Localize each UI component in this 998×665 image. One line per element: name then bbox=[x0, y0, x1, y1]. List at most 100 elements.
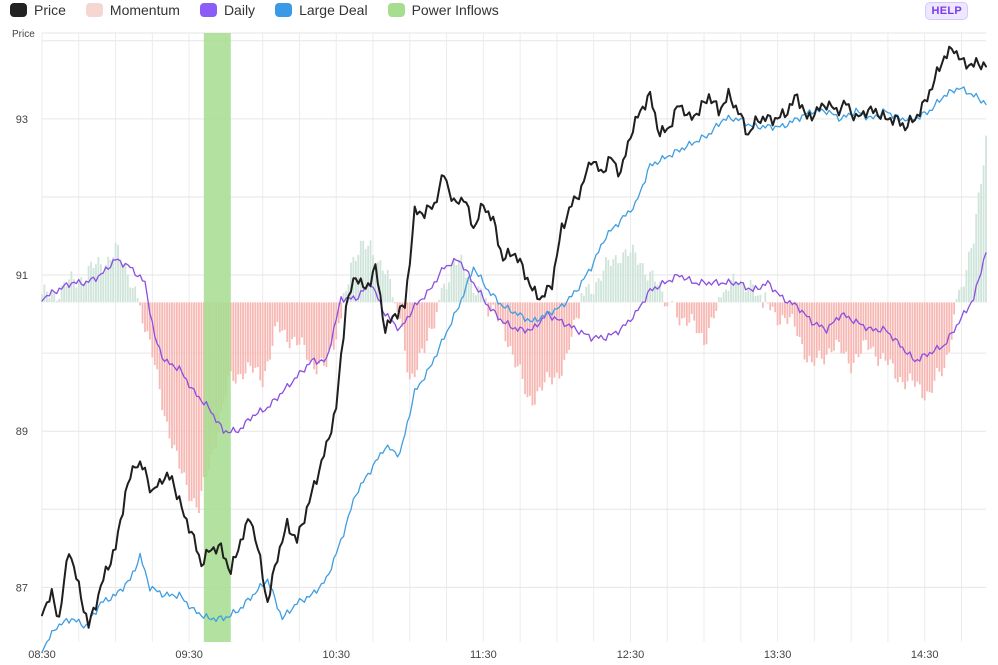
momentum-bar bbox=[742, 282, 745, 303]
momentum-bar bbox=[428, 302, 431, 328]
momentum-bar bbox=[739, 280, 742, 303]
momentum-bar bbox=[146, 302, 149, 332]
momentum-bar bbox=[747, 289, 750, 303]
momentum-bar bbox=[619, 262, 622, 303]
momentum-bar bbox=[330, 302, 333, 347]
momentum-bar bbox=[337, 302, 340, 324]
momentum-bar bbox=[727, 290, 730, 303]
momentum-bar bbox=[72, 279, 75, 303]
momentum-bar bbox=[717, 297, 720, 303]
momentum-bar bbox=[715, 302, 718, 311]
momentum-bar bbox=[251, 302, 254, 373]
momentum-bar bbox=[139, 302, 141, 306]
momentum-bars bbox=[41, 135, 987, 514]
momentum-bar bbox=[725, 289, 727, 303]
momentum-bar bbox=[122, 264, 124, 303]
momentum-bar bbox=[362, 240, 365, 303]
momentum-bar bbox=[636, 264, 639, 303]
momentum-bar bbox=[92, 268, 95, 303]
momentum-bar bbox=[408, 302, 411, 380]
momentum-bar bbox=[737, 284, 740, 303]
momentum-bar bbox=[193, 302, 195, 499]
momentum-bar bbox=[470, 279, 472, 303]
momentum-bar bbox=[401, 302, 404, 327]
momentum-bar bbox=[310, 302, 313, 361]
momentum-bar bbox=[379, 260, 382, 303]
momentum-bar bbox=[641, 263, 644, 303]
momentum-bar bbox=[585, 286, 588, 303]
momentum-bar bbox=[175, 302, 178, 451]
legend: Price Momentum Daily Large Deal Power In… bbox=[10, 2, 499, 18]
momentum-bar bbox=[509, 302, 512, 347]
momentum-bar bbox=[840, 302, 843, 354]
momentum-bar bbox=[519, 302, 522, 365]
momentum-bar bbox=[575, 302, 578, 318]
momentum-bar bbox=[406, 302, 409, 373]
momentum-bar bbox=[649, 271, 651, 303]
momentum-bar bbox=[960, 287, 963, 303]
momentum-bar bbox=[703, 302, 705, 346]
momentum-bar bbox=[303, 302, 306, 346]
momentum-bar bbox=[347, 284, 350, 303]
momentum-bar bbox=[678, 302, 681, 326]
momentum-bar bbox=[651, 270, 654, 303]
momentum-bar bbox=[605, 257, 607, 303]
momentum-bar bbox=[244, 302, 247, 374]
momentum-bar bbox=[953, 302, 956, 315]
momentum-bar bbox=[820, 302, 823, 359]
help-button[interactable]: HELP bbox=[925, 2, 968, 20]
momentum-bar bbox=[705, 302, 708, 345]
momentum-bar bbox=[163, 302, 166, 417]
legend-item-power-inflows[interactable]: Power Inflows bbox=[387, 2, 499, 18]
momentum-bar bbox=[928, 302, 931, 393]
legend-item-large-deal[interactable]: Large Deal bbox=[275, 2, 368, 18]
momentum-bar bbox=[232, 302, 235, 381]
momentum-bar bbox=[266, 302, 269, 362]
momentum-bar bbox=[597, 278, 600, 303]
momentum-bar bbox=[239, 302, 242, 374]
momentum-bar bbox=[374, 266, 377, 303]
momentum-bar bbox=[823, 302, 826, 365]
legend-item-price[interactable]: Price bbox=[10, 2, 66, 18]
momentum-bar bbox=[529, 302, 531, 396]
momentum-bar bbox=[573, 302, 575, 320]
momentum-bar bbox=[141, 302, 144, 324]
momentum-bar bbox=[627, 255, 629, 303]
momentum-bar bbox=[955, 298, 958, 303]
legend-item-momentum[interactable]: Momentum bbox=[85, 2, 180, 18]
momentum-bar bbox=[136, 298, 139, 303]
momentum-bar bbox=[367, 245, 370, 303]
x-tick-label: 08:30 bbox=[28, 649, 56, 661]
momentum-bar bbox=[556, 302, 558, 373]
momentum-bar bbox=[63, 282, 65, 303]
momentum-bar bbox=[786, 302, 789, 324]
series-line-daily bbox=[41, 252, 987, 434]
momentum-bar bbox=[276, 302, 279, 322]
momentum-bar bbox=[784, 302, 786, 318]
momentum-bar bbox=[536, 302, 539, 392]
momentum-bar bbox=[913, 302, 916, 387]
momentum-bar bbox=[389, 278, 392, 303]
momentum-bar bbox=[394, 302, 396, 304]
legend-swatch-momentum bbox=[85, 3, 103, 17]
momentum-bar bbox=[671, 300, 674, 303]
momentum-bar bbox=[845, 302, 848, 352]
momentum-bar bbox=[965, 270, 968, 303]
momentum-bar bbox=[837, 302, 840, 343]
momentum-bar bbox=[60, 285, 63, 303]
momentum-bar bbox=[774, 302, 777, 313]
momentum-bar bbox=[712, 302, 715, 319]
momentum-bar bbox=[465, 277, 468, 303]
momentum-bar bbox=[269, 302, 271, 360]
momentum-bar bbox=[948, 302, 951, 353]
momentum-bar bbox=[796, 302, 799, 337]
momentum-bar bbox=[825, 302, 828, 355]
momentum-bar bbox=[114, 242, 117, 303]
legend-item-daily[interactable]: Daily bbox=[199, 2, 255, 18]
momentum-bar bbox=[364, 249, 367, 303]
momentum-bar bbox=[104, 264, 107, 303]
momentum-bar bbox=[445, 289, 448, 303]
momentum-bar bbox=[433, 302, 436, 329]
momentum-bar bbox=[369, 240, 372, 303]
momentum-bar bbox=[867, 302, 870, 350]
